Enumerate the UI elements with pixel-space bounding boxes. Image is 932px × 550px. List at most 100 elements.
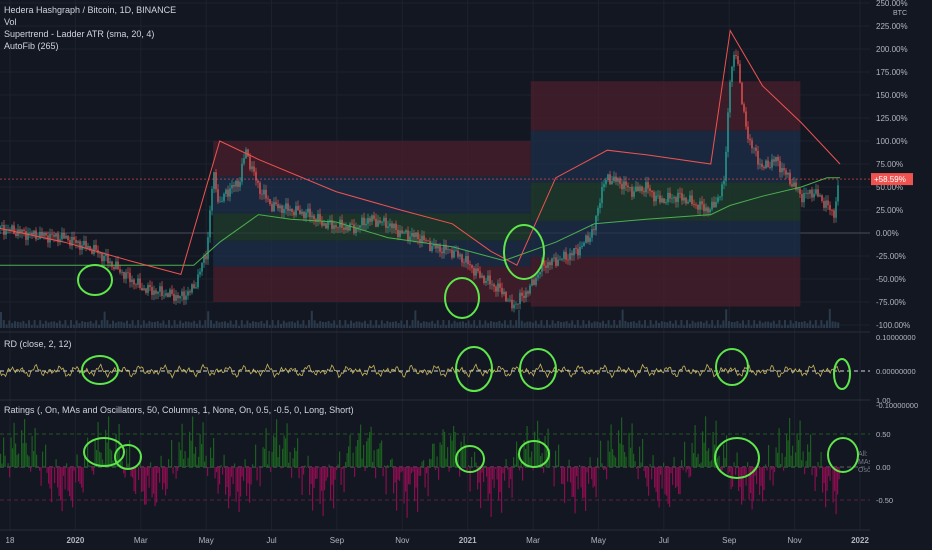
ratings-column bbox=[526, 426, 528, 467]
legend-rd[interactable]: RD (close, 2, 12) bbox=[4, 339, 72, 349]
ratings-side-label: MAs bbox=[858, 459, 873, 466]
volume-bar bbox=[240, 320, 243, 328]
candle-body bbox=[365, 223, 367, 226]
candle-body bbox=[571, 253, 573, 256]
candle-body bbox=[303, 211, 305, 218]
ratings-column bbox=[378, 448, 380, 467]
candle-body bbox=[519, 292, 521, 304]
ratings-column bbox=[796, 433, 798, 467]
volume-bar bbox=[434, 323, 436, 328]
y-tick-label: 125.00% bbox=[876, 114, 908, 123]
ratings-column bbox=[306, 467, 308, 468]
candle-body bbox=[463, 262, 465, 264]
volume-bar bbox=[792, 323, 795, 328]
volume-bar bbox=[210, 320, 212, 328]
candle-body bbox=[749, 138, 751, 141]
ratings-column bbox=[601, 463, 603, 467]
volume-bar bbox=[686, 320, 688, 328]
ratings-column bbox=[546, 449, 548, 467]
ratings-column bbox=[528, 440, 530, 467]
candle-body bbox=[257, 180, 259, 183]
time-axis[interactable]: 18 2020 Mar May Jul Sep Nov 2021 Mar May Jul Sep Nov… bbox=[6, 536, 870, 545]
legend-vol[interactable]: Vol bbox=[4, 17, 17, 27]
volume-bar bbox=[397, 323, 400, 328]
volume-bar bbox=[649, 320, 652, 328]
candle-body bbox=[443, 244, 445, 254]
candle-body bbox=[357, 227, 359, 229]
ratings-column bbox=[148, 467, 150, 488]
ratings-column bbox=[303, 467, 305, 475]
autofib-band bbox=[530, 257, 801, 307]
candle-body bbox=[277, 204, 279, 209]
volume-bar bbox=[260, 320, 263, 328]
ratings-column bbox=[76, 454, 78, 467]
candle-body bbox=[661, 198, 663, 203]
candle-body bbox=[637, 186, 639, 192]
volume-bar bbox=[814, 320, 817, 328]
volume-bar bbox=[588, 320, 590, 328]
ratings-column bbox=[130, 467, 132, 477]
ratings-column bbox=[42, 451, 44, 467]
candle-body bbox=[629, 186, 631, 188]
candle-body bbox=[313, 215, 315, 220]
candle-body bbox=[789, 172, 791, 185]
ratings-column bbox=[537, 420, 539, 467]
volume-bar bbox=[582, 320, 585, 328]
ratings-column bbox=[274, 437, 276, 467]
ratings-column bbox=[127, 463, 129, 467]
candle-body bbox=[267, 198, 269, 200]
ratings-column bbox=[229, 467, 231, 497]
annotation-circle bbox=[81, 355, 119, 385]
ratings-column bbox=[73, 467, 75, 471]
volume-bar bbox=[204, 320, 207, 328]
ratings-column bbox=[7, 463, 9, 467]
candle-body bbox=[299, 210, 301, 215]
ratings-column bbox=[586, 467, 588, 473]
volume-bar bbox=[44, 320, 47, 328]
ratings-column bbox=[28, 456, 30, 467]
candle-body bbox=[639, 186, 641, 192]
candle-body bbox=[549, 262, 551, 266]
volume-bar bbox=[590, 322, 593, 328]
legend-symbol[interactable]: Hedera Hashgraph / Bitcoin, 1D, BINANCE bbox=[4, 5, 177, 15]
volume-bar bbox=[114, 322, 117, 328]
legend-supertrend[interactable]: Supertrend - Ladder ATR (sma, 20, 4) bbox=[4, 29, 155, 39]
candle-body bbox=[499, 283, 501, 288]
ratings-column bbox=[228, 467, 230, 509]
candle-body bbox=[517, 303, 519, 305]
volume-bar bbox=[187, 321, 190, 328]
volume-bar bbox=[179, 320, 182, 328]
volume-bar bbox=[593, 321, 596, 328]
ratings-column bbox=[747, 462, 749, 467]
ratings-column bbox=[738, 467, 740, 492]
volume-bar bbox=[389, 322, 392, 328]
currency-label: BTC bbox=[893, 10, 907, 17]
volume-bar bbox=[75, 320, 78, 328]
volume-bar bbox=[386, 320, 389, 328]
candle-body bbox=[359, 225, 361, 228]
candle-body bbox=[617, 178, 619, 182]
ratings-column bbox=[199, 433, 201, 467]
candle-body bbox=[229, 188, 231, 197]
x-tick-label: Mar bbox=[134, 536, 148, 545]
legend-ratings[interactable]: Ratings (, On, MAs and Oscillators, 50, … bbox=[4, 405, 354, 415]
ratings-column bbox=[84, 455, 86, 467]
legend-autofib[interactable]: AutoFib (265) bbox=[4, 41, 59, 51]
volume-bar bbox=[624, 320, 627, 328]
candle-body bbox=[219, 201, 221, 203]
ratings-column bbox=[445, 458, 447, 467]
x-tick-label: 2021 bbox=[459, 536, 477, 545]
candle-body bbox=[113, 266, 115, 270]
ratings-column bbox=[673, 457, 675, 467]
ratings-column bbox=[543, 467, 545, 473]
volume-bar bbox=[439, 325, 442, 328]
ratings-column bbox=[609, 451, 611, 467]
volume-bar bbox=[252, 321, 254, 328]
candle-body bbox=[429, 240, 431, 251]
candle-body bbox=[427, 240, 429, 242]
ratings-column bbox=[636, 467, 638, 469]
volume-bar bbox=[487, 323, 490, 328]
ratings-column bbox=[676, 467, 678, 487]
